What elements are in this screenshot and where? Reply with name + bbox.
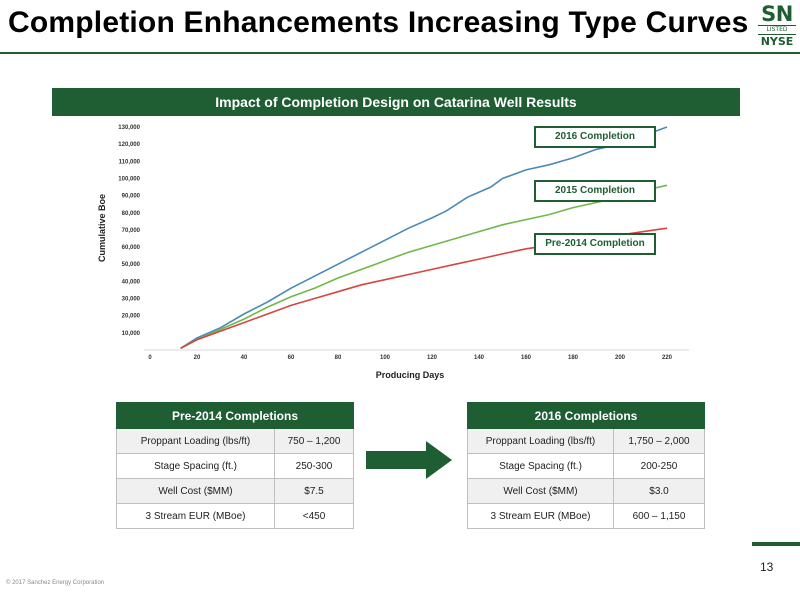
y-tick-label: 40,000 <box>122 279 141 285</box>
logo-exchange: NYSE <box>760 35 794 48</box>
x-tick-label: 120 <box>427 355 438 361</box>
row-value: 1,750 – 2,000 <box>613 428 705 454</box>
table-row: Well Cost ($MM) $7.5 <box>116 478 354 504</box>
row-label: Proppant Loading (lbs/ft) <box>467 428 614 454</box>
logo-listed: LISTED <box>758 25 796 35</box>
row-value: $7.5 <box>274 478 354 504</box>
title-divider <box>0 52 800 54</box>
row-value: 200-250 <box>613 453 705 479</box>
y-tick-label: 10,000 <box>122 331 141 337</box>
series-label-2016: 2016 Completion <box>534 126 656 148</box>
row-value: 750 – 1,200 <box>274 428 354 454</box>
table-title: Pre-2014 Completions <box>116 402 354 429</box>
row-label: 3 Stream EUR (MBoe) <box>467 503 614 529</box>
x-tick-label: 200 <box>615 355 626 361</box>
table-row: 3 Stream EUR (MBoe) <450 <box>116 503 354 529</box>
table-title: 2016 Completions <box>467 402 705 429</box>
copyright-notice: © 2017 Sanchez Energy Corporation <box>6 580 105 586</box>
x-tick-label: 60 <box>288 355 295 361</box>
right-arrow-icon <box>366 441 452 479</box>
row-value: $3.0 <box>613 478 705 504</box>
x-tick-label: 140 <box>474 355 485 361</box>
series-line <box>180 184 668 350</box>
y-tick-label: 70,000 <box>122 228 141 234</box>
2016-completions-table: 2016 Completions Proppant Loading (lbs/f… <box>467 402 705 529</box>
y-tick-label: 120,000 <box>118 142 140 148</box>
table-row: Stage Spacing (ft.) 250-300 <box>116 453 354 479</box>
row-label: Proppant Loading (lbs/ft) <box>116 428 275 454</box>
y-tick-label: 90,000 <box>122 194 141 200</box>
chart-banner: Impact of Completion Design on Catarina … <box>52 88 740 116</box>
table-row: Proppant Loading (lbs/ft) 1,750 – 2,000 <box>467 428 705 454</box>
y-tick-label: 100,000 <box>118 176 140 182</box>
y-tick-label: 60,000 <box>122 245 141 251</box>
y-tick-label: 80,000 <box>122 211 141 217</box>
x-axis-title: Producing Days <box>376 370 445 380</box>
series-label-pre2014: Pre-2014 Completion <box>534 233 656 255</box>
row-label: Stage Spacing (ft.) <box>116 453 275 479</box>
x-tick-label: 160 <box>521 355 532 361</box>
y-tick-label: 50,000 <box>122 262 141 268</box>
page-title: Completion Enhancements Increasing Type … <box>8 6 749 39</box>
y-tick-label: 130,000 <box>118 125 140 131</box>
y-tick-label: 30,000 <box>122 297 141 303</box>
x-tick-label: 100 <box>380 355 391 361</box>
row-label: 3 Stream EUR (MBoe) <box>116 503 275 529</box>
table-row: Well Cost ($MM) $3.0 <box>467 478 705 504</box>
y-tick-label: 20,000 <box>122 314 141 320</box>
y-axis-title: Cumulative Boe <box>97 194 107 262</box>
pre2014-completions-table: Pre-2014 Completions Proppant Loading (l… <box>116 402 354 529</box>
x-tick-label: 220 <box>662 355 673 361</box>
series-label-2015: 2015 Completion <box>534 180 656 202</box>
x-tick-label: 0 <box>148 355 152 361</box>
row-value: 250-300 <box>274 453 354 479</box>
page-number: 13 <box>760 560 774 574</box>
x-tick-label: 180 <box>568 355 579 361</box>
row-label: Stage Spacing (ft.) <box>467 453 614 479</box>
table-row: 3 Stream EUR (MBoe) 600 – 1,150 <box>467 503 705 529</box>
sn-nyse-logo: SN LISTED NYSE <box>756 4 798 48</box>
y-tick-label: 110,000 <box>119 159 141 165</box>
row-label: Well Cost ($MM) <box>116 478 275 504</box>
x-tick-label: 40 <box>241 355 248 361</box>
table-row: Proppant Loading (lbs/ft) 750 – 1,200 <box>116 428 354 454</box>
row-label: Well Cost ($MM) <box>467 478 614 504</box>
x-tick-label: 80 <box>335 355 342 361</box>
row-value: <450 <box>274 503 354 529</box>
x-tick-label: 20 <box>194 355 201 361</box>
row-value: 600 – 1,150 <box>613 503 705 529</box>
logo-ticker: SN <box>761 2 793 26</box>
table-row: Stage Spacing (ft.) 200-250 <box>467 453 705 479</box>
footer-accent-bar <box>752 542 800 546</box>
